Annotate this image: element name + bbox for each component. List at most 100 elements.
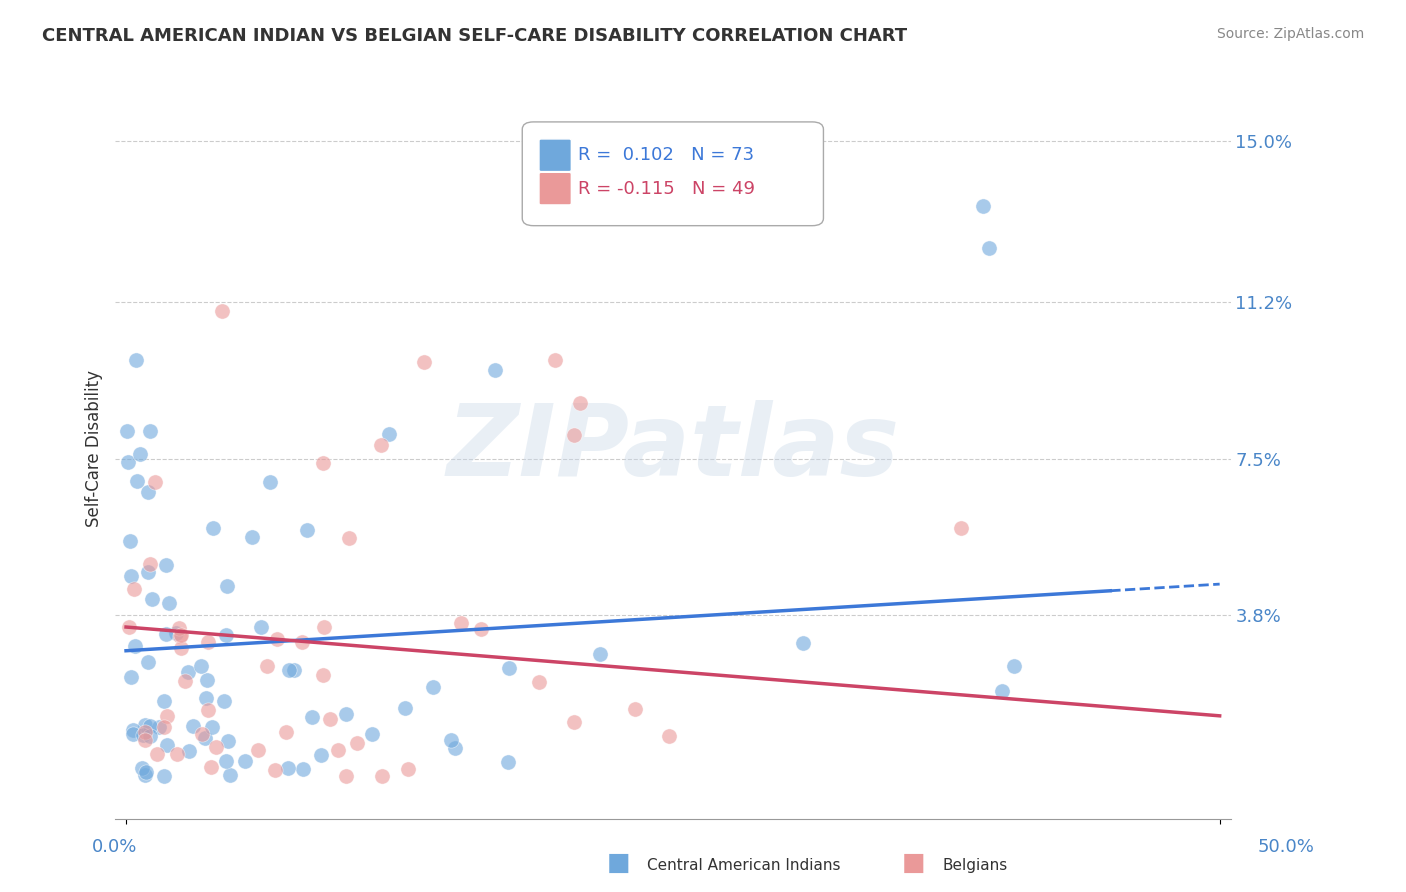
Point bbox=[470, 622, 492, 636]
Point bbox=[215, 628, 238, 642]
Point bbox=[141, 591, 163, 606]
Point bbox=[283, 663, 305, 677]
Point bbox=[562, 427, 585, 442]
Point bbox=[370, 438, 392, 452]
Point bbox=[312, 457, 335, 471]
Point bbox=[156, 738, 179, 752]
Point bbox=[422, 680, 444, 694]
Point bbox=[256, 659, 278, 673]
Text: R = -0.115   N = 49: R = -0.115 N = 49 bbox=[578, 179, 755, 198]
Point bbox=[371, 769, 394, 783]
Point bbox=[444, 740, 467, 755]
Point bbox=[179, 744, 201, 758]
Point bbox=[152, 720, 174, 734]
Point bbox=[139, 557, 162, 571]
Point bbox=[134, 718, 156, 732]
Text: Central American Indians: Central American Indians bbox=[647, 858, 841, 872]
Text: CENTRAL AMERICAN INDIAN VS BELGIAN SELF-CARE DISABILITY CORRELATION CHART: CENTRAL AMERICAN INDIAN VS BELGIAN SELF-… bbox=[42, 27, 907, 45]
Point bbox=[169, 628, 191, 642]
Point bbox=[157, 596, 180, 610]
Point bbox=[146, 747, 169, 762]
Point bbox=[278, 663, 301, 677]
Point bbox=[197, 673, 219, 687]
Point bbox=[1002, 658, 1025, 673]
Point bbox=[291, 635, 314, 649]
Point bbox=[134, 725, 156, 739]
Point bbox=[115, 425, 138, 439]
Point bbox=[169, 641, 191, 656]
Point bbox=[139, 729, 162, 743]
Point bbox=[195, 691, 218, 706]
Point bbox=[194, 731, 217, 746]
Point bbox=[181, 718, 204, 732]
Point bbox=[139, 424, 162, 438]
Point bbox=[125, 353, 148, 368]
Point bbox=[124, 639, 146, 653]
Point bbox=[249, 620, 271, 634]
Point bbox=[569, 395, 592, 409]
Point bbox=[792, 636, 814, 650]
Point bbox=[263, 763, 285, 777]
Point bbox=[215, 579, 238, 593]
Point bbox=[990, 683, 1012, 698]
Point bbox=[205, 740, 228, 755]
Point bbox=[139, 719, 162, 733]
Point bbox=[218, 768, 240, 782]
Point bbox=[152, 693, 174, 707]
Point bbox=[201, 521, 224, 535]
Point bbox=[979, 241, 1001, 255]
Point bbox=[173, 674, 195, 689]
Text: ■: ■ bbox=[903, 851, 925, 875]
Point bbox=[117, 455, 139, 469]
Point bbox=[166, 747, 188, 762]
Point bbox=[240, 530, 263, 544]
Point bbox=[122, 582, 145, 597]
Text: R =  0.102   N = 73: R = 0.102 N = 73 bbox=[578, 146, 754, 164]
Point bbox=[177, 665, 200, 679]
Point bbox=[155, 627, 177, 641]
Point bbox=[527, 674, 550, 689]
Point bbox=[136, 655, 159, 669]
Text: ZIPatlas: ZIPatlas bbox=[446, 400, 900, 497]
Point bbox=[134, 732, 156, 747]
Point bbox=[155, 558, 177, 572]
Point bbox=[197, 635, 219, 649]
Point bbox=[134, 767, 156, 781]
Text: ■: ■ bbox=[607, 851, 630, 875]
Point bbox=[544, 352, 567, 367]
Point bbox=[295, 523, 318, 537]
FancyBboxPatch shape bbox=[522, 122, 824, 226]
Point bbox=[312, 668, 335, 682]
Text: Source: ZipAtlas.com: Source: ZipAtlas.com bbox=[1216, 27, 1364, 41]
Point bbox=[148, 720, 170, 734]
Point bbox=[972, 199, 994, 213]
Point bbox=[118, 534, 141, 549]
Text: 50.0%: 50.0% bbox=[1258, 838, 1315, 855]
Point bbox=[377, 427, 399, 442]
Point bbox=[319, 712, 342, 726]
Point bbox=[413, 355, 436, 369]
Point bbox=[498, 661, 520, 675]
Point bbox=[212, 694, 235, 708]
FancyBboxPatch shape bbox=[538, 172, 571, 205]
FancyBboxPatch shape bbox=[538, 139, 571, 171]
Point bbox=[201, 720, 224, 734]
Point bbox=[337, 531, 360, 545]
Point bbox=[233, 754, 256, 768]
Point bbox=[311, 747, 333, 762]
Point bbox=[200, 760, 222, 774]
Point bbox=[301, 709, 323, 723]
Point bbox=[138, 484, 160, 499]
Point bbox=[394, 701, 416, 715]
Point bbox=[215, 754, 238, 768]
Point bbox=[292, 763, 315, 777]
Point bbox=[136, 565, 159, 579]
Point bbox=[143, 475, 166, 490]
Point bbox=[211, 303, 233, 318]
Point bbox=[127, 474, 149, 488]
Point bbox=[950, 521, 973, 535]
Point bbox=[121, 723, 143, 737]
Point bbox=[197, 703, 219, 717]
Point bbox=[120, 670, 142, 684]
Point bbox=[131, 728, 153, 742]
